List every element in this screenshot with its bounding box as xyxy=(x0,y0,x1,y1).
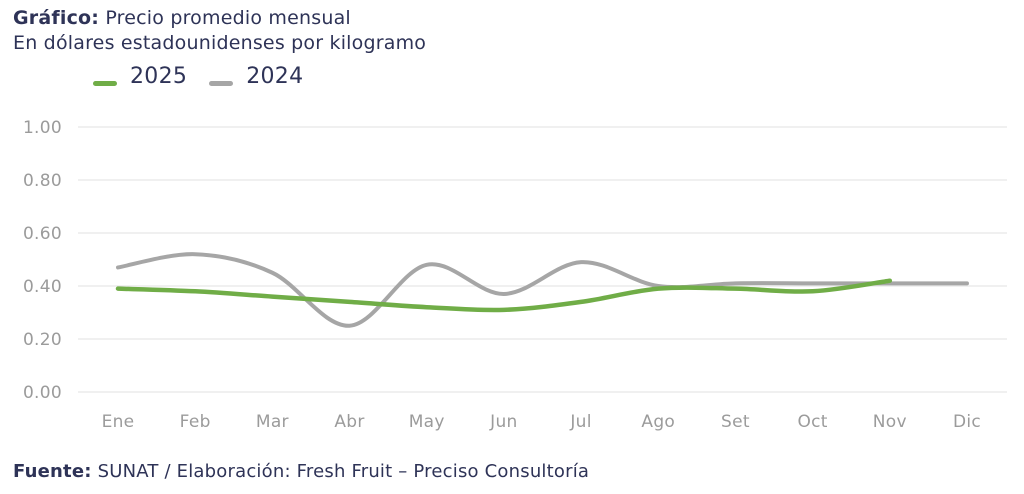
x-axis-label: Jun xyxy=(489,412,517,432)
x-axis-label: Ago xyxy=(641,412,675,432)
source-label: Fuente: xyxy=(13,461,92,482)
x-axis-label: Set xyxy=(721,412,750,432)
x-axis-label: May xyxy=(409,412,445,432)
y-axis-tick-label: 0.40 xyxy=(23,277,62,297)
legend-item-2024: 2024 xyxy=(209,64,303,89)
x-axis-label: Nov xyxy=(873,412,907,432)
legend-item-2025: 2025 xyxy=(93,64,187,89)
x-axis-label: Abr xyxy=(334,412,364,432)
chart-title-label: Gráfico: xyxy=(13,7,100,29)
y-axis-tick-label: 0.00 xyxy=(23,383,62,403)
legend-label-2025: 2025 xyxy=(130,64,188,89)
y-axis-tick-label: 1.00 xyxy=(23,118,62,138)
x-axis-label: Dic xyxy=(953,412,981,432)
legend-swatch-2024 xyxy=(209,81,234,86)
y-axis-tick-label: 0.20 xyxy=(23,330,62,350)
x-axis-label: Mar xyxy=(256,412,289,432)
x-axis-label: Oct xyxy=(797,412,827,432)
chart-legend: 2025 2024 xyxy=(93,64,303,89)
source-text: SUNAT / Elaboración: Fresh Fruit – Preci… xyxy=(91,461,590,482)
series-line-2025 xyxy=(115,278,893,313)
x-axis-label: Feb xyxy=(180,412,211,432)
legend-swatch-2025 xyxy=(93,81,117,86)
source-note: Fuente: SUNAT / Elaboración: Fresh Fruit… xyxy=(13,461,589,482)
y-axis-tick-label: 0.80 xyxy=(23,171,62,191)
y-axis-tick-label: 0.60 xyxy=(23,224,62,244)
x-axis-label: Jul xyxy=(569,412,591,432)
series-line-2024 xyxy=(116,252,969,328)
chart-title-text: Precio promedio mensual xyxy=(99,7,351,29)
legend-label-2024: 2024 xyxy=(246,64,304,89)
title-block: Gráfico: Precio promedio mensual En dóla… xyxy=(13,6,426,56)
chart-title: Gráfico: Precio promedio mensual xyxy=(13,6,426,31)
x-axis-label: Ene xyxy=(102,412,135,432)
chart-subtitle: En dólares estadounidenses por kilogramo xyxy=(13,32,427,54)
